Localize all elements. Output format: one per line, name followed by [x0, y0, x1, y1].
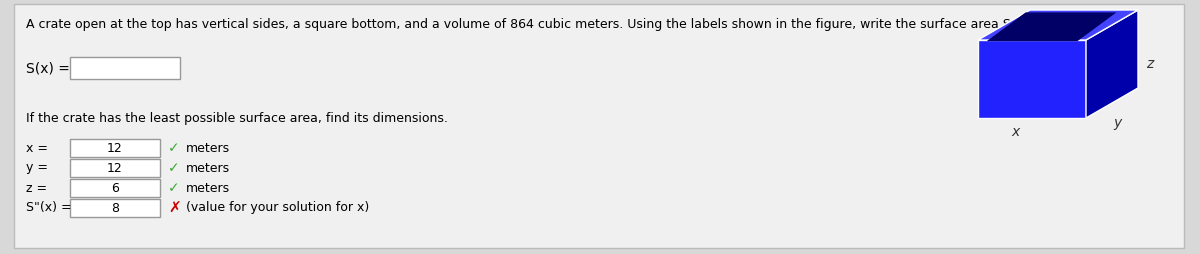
Text: ✓: ✓ — [168, 161, 180, 175]
Text: S"(x) =: S"(x) = — [26, 201, 76, 214]
Text: A crate open at the top has vertical sides, a square bottom, and a volume of 864: A crate open at the top has vertical sid… — [26, 18, 1127, 31]
Text: z: z — [1146, 57, 1153, 71]
Text: 6: 6 — [112, 182, 119, 195]
Text: y: y — [1114, 116, 1121, 130]
Polygon shape — [978, 10, 1138, 40]
FancyBboxPatch shape — [70, 139, 160, 157]
FancyBboxPatch shape — [70, 199, 160, 217]
Text: 12: 12 — [107, 141, 122, 154]
Text: meters: meters — [186, 141, 230, 154]
Text: meters: meters — [186, 162, 230, 174]
Text: z =: z = — [26, 182, 52, 195]
Polygon shape — [986, 12, 1116, 41]
Text: y =: y = — [26, 162, 52, 174]
FancyBboxPatch shape — [70, 57, 180, 79]
Text: meters: meters — [186, 182, 230, 195]
Text: ✗: ✗ — [168, 200, 181, 215]
Text: If the crate has the least possible surface area, find its dimensions.: If the crate has the least possible surf… — [26, 112, 448, 125]
Text: x: x — [1012, 125, 1020, 139]
Text: x =: x = — [26, 141, 52, 154]
Polygon shape — [978, 40, 1086, 118]
Text: S(x) =: S(x) = — [26, 61, 70, 75]
Text: 8: 8 — [112, 201, 119, 214]
Polygon shape — [1086, 10, 1138, 118]
FancyBboxPatch shape — [14, 4, 1184, 248]
Text: ✓: ✓ — [168, 181, 180, 195]
Text: 12: 12 — [107, 162, 122, 174]
FancyBboxPatch shape — [70, 179, 160, 197]
Text: (value for your solution for x): (value for your solution for x) — [186, 201, 370, 214]
Text: ✓: ✓ — [168, 141, 180, 155]
FancyBboxPatch shape — [70, 159, 160, 177]
